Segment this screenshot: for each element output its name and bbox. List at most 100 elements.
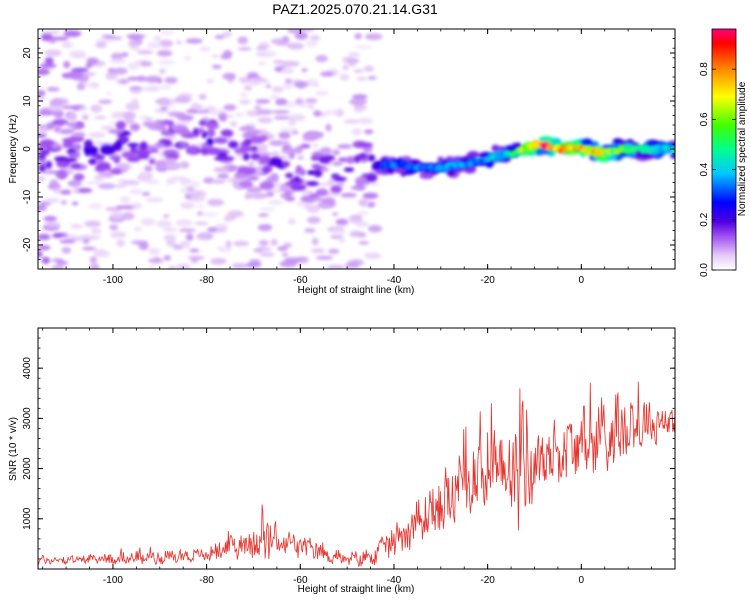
heatmap-cell: [306, 181, 319, 187]
heatmap-cell: [100, 147, 116, 155]
heatmap-cell: [316, 182, 334, 187]
heatmap-cell: [38, 111, 55, 116]
heatmap-cell: [285, 78, 292, 84]
heatmap-cell: [98, 99, 113, 104]
heatmap-cell: [294, 169, 306, 175]
heatmap-cell: [158, 39, 174, 48]
heatmap-cell: [159, 160, 166, 168]
heatmap-cell: [304, 228, 316, 233]
heatmap-cell: [48, 39, 57, 44]
heatmap-cell: [137, 49, 154, 55]
heatmap-cell: [218, 247, 232, 253]
heatmap-cell: [243, 153, 250, 161]
colorbar-tick-label: 0.0: [699, 263, 710, 277]
heatmap-cell: [105, 91, 113, 96]
heatmap-cell: [262, 166, 270, 175]
heatmap-cell: [38, 233, 51, 241]
heatmap-cell: [233, 240, 250, 247]
heatmap-cell: [41, 256, 51, 265]
heatmap-cell: [244, 192, 252, 200]
heatmap-cell: [291, 130, 299, 135]
heatmap-cell: [538, 136, 555, 143]
colorbar-gradient: [711, 28, 737, 271]
heatmap-cell: [185, 233, 194, 241]
heatmap-cell: [183, 163, 190, 167]
heatmap-cell: [185, 109, 200, 114]
heatmap-cell: [293, 80, 309, 88]
heatmap-cell: [227, 210, 244, 218]
heatmap-cell: [306, 216, 321, 224]
heatmap-cell: [283, 242, 293, 248]
heatmap-cell: [53, 187, 61, 194]
x-tick-label: -60: [293, 275, 308, 286]
heatmap-cell: [535, 147, 546, 155]
heatmap-cell: [258, 239, 269, 246]
heatmap-cell: [239, 145, 253, 153]
heatmap-cell: [122, 179, 140, 186]
heatmap-cell: [90, 104, 103, 113]
heatmap-cell: [46, 87, 60, 92]
heatmap-cell: [259, 252, 275, 257]
heatmap-cell: [265, 50, 277, 57]
heatmap-cell: [159, 68, 166, 75]
heatmap-cell: [44, 221, 61, 228]
heatmap-cell: [179, 240, 191, 249]
heatmap-cell: [178, 228, 196, 232]
heatmap-cell: [114, 184, 127, 188]
heatmap-cell: [190, 104, 204, 110]
heatmap-cell: [277, 246, 288, 251]
heatmap-cell: [121, 52, 129, 58]
heatmap-cell: [251, 146, 258, 152]
heatmap-cell: [335, 218, 349, 226]
heatmap-cell: [364, 252, 382, 260]
y-tick-label: 0: [22, 146, 33, 152]
heatmap-cell: [180, 201, 195, 209]
heatmap-cell: [223, 214, 233, 222]
heatmap-cell: [129, 86, 143, 90]
heatmap-cell: [145, 197, 164, 203]
heatmap-cell: [352, 94, 368, 100]
heatmap-cell: [200, 212, 218, 217]
x-tick-label: -60: [293, 575, 308, 586]
heatmap-cell: [38, 89, 46, 97]
heatmap-cell: [190, 194, 206, 202]
heatmap-cell: [344, 262, 360, 269]
heatmap-cell: [38, 175, 46, 182]
heatmap-cell: [265, 84, 272, 88]
heatmap-cell: [213, 166, 229, 173]
heatmap-cell: [290, 183, 307, 192]
heatmap-cell: [257, 117, 273, 124]
heatmap-cell: [253, 248, 264, 253]
heatmap-cell: [237, 47, 252, 51]
heatmap-cell: [100, 126, 115, 130]
heatmap-cell: [239, 169, 252, 174]
y-tick-label: -10: [22, 189, 33, 204]
snr-y-label: SNR (10 * v/v): [8, 417, 19, 481]
heatmap-cell: [207, 199, 218, 204]
heatmap-cell: [69, 162, 82, 170]
heatmap-cell: [107, 129, 123, 134]
heatmap-cell: [187, 255, 205, 260]
heatmap-cell: [116, 239, 124, 247]
heatmap-cell: [52, 233, 64, 239]
heatmap-cell: [101, 171, 114, 178]
heatmap-cell: [120, 196, 131, 204]
heatmap-cell: [260, 207, 275, 212]
colorbar-tick-label: 0.4: [699, 162, 710, 176]
x-tick-label: -40: [387, 275, 402, 286]
heatmap-cell: [312, 141, 319, 150]
heatmap-cell: [250, 136, 265, 144]
heatmap-cell: [315, 255, 334, 260]
heatmap-cell: [670, 147, 675, 154]
heatmap-cell: [270, 38, 287, 45]
colorbar-ticks: 0.0 0.2 0.4 0.6 0.8: [699, 62, 736, 277]
heatmap-cell: [363, 65, 374, 72]
heatmap-cell: [62, 137, 77, 144]
heatmap-cell: [122, 212, 135, 221]
heatmap-cell: [52, 36, 69, 41]
heatmap-cell: [252, 172, 267, 176]
heatmap-cell: [307, 104, 315, 110]
heatmap-cell: [51, 258, 64, 263]
heatmap-cell: [358, 198, 369, 207]
heatmap-cell: [111, 111, 126, 119]
